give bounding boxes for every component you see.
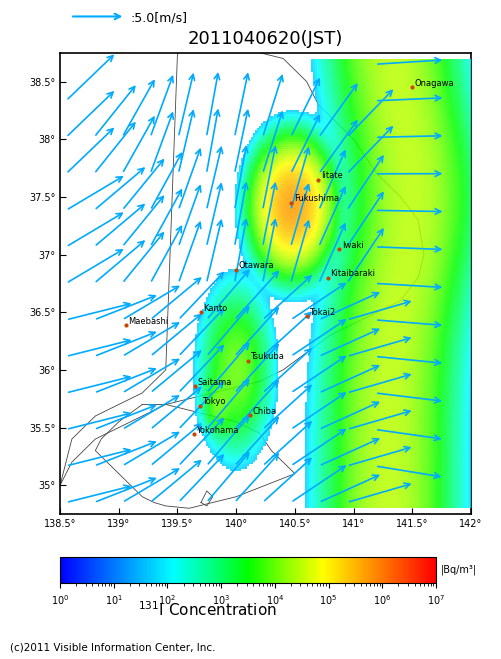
Text: Yokohama: Yokohama bbox=[196, 426, 239, 436]
Text: :5.0[m/s]: :5.0[m/s] bbox=[130, 11, 187, 24]
Text: Saitama: Saitama bbox=[197, 378, 232, 387]
Text: Onagawa: Onagawa bbox=[415, 79, 454, 88]
Title: 2011040620(JST): 2011040620(JST) bbox=[188, 30, 343, 48]
Text: Kanto: Kanto bbox=[203, 304, 227, 313]
Polygon shape bbox=[95, 405, 295, 508]
Text: Kitaibaraki: Kitaibaraki bbox=[330, 270, 375, 279]
Polygon shape bbox=[60, 53, 424, 485]
Polygon shape bbox=[160, 494, 172, 503]
Text: Tokyo: Tokyo bbox=[202, 397, 225, 407]
Text: Fukushima: Fukushima bbox=[294, 194, 339, 204]
Text: Tokai2: Tokai2 bbox=[309, 308, 335, 316]
Text: |Bq/m³|: |Bq/m³| bbox=[441, 565, 477, 575]
Polygon shape bbox=[201, 491, 213, 506]
Text: (c)2011 Visible Information Center, Inc.: (c)2011 Visible Information Center, Inc. bbox=[10, 643, 215, 652]
Text: Iitate: Iitate bbox=[321, 171, 343, 181]
Text: Iwaki: Iwaki bbox=[342, 241, 364, 250]
Text: $^{131}$I Concentration: $^{131}$I Concentration bbox=[138, 600, 277, 619]
Text: Chiba: Chiba bbox=[253, 407, 277, 416]
Text: Maebashi: Maebashi bbox=[128, 317, 168, 326]
Text: Tsukuba: Tsukuba bbox=[250, 353, 284, 362]
Text: Otawara: Otawara bbox=[238, 262, 274, 270]
